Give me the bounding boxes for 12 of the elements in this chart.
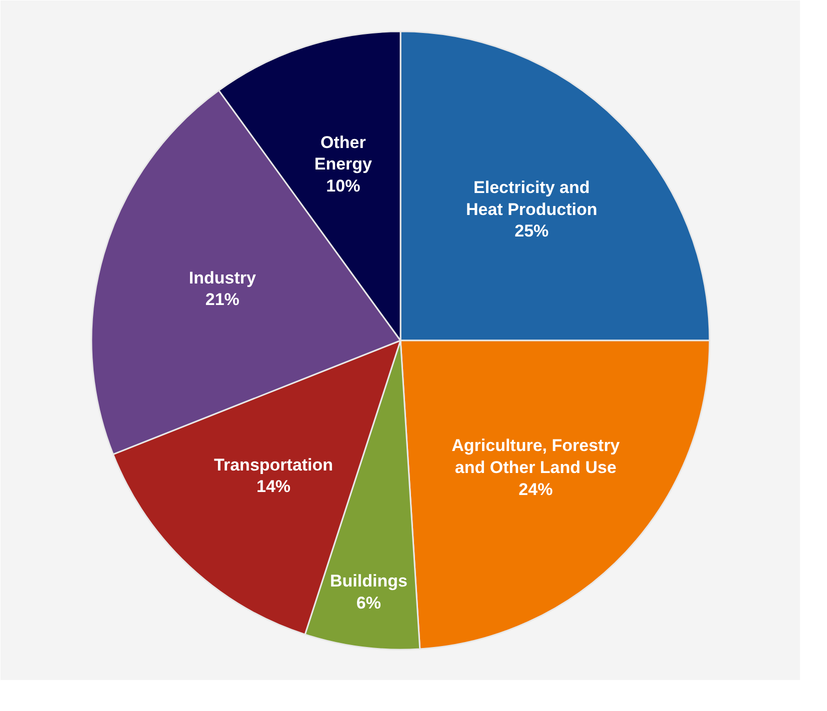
data-label: 24%	[518, 480, 553, 499]
slice-label: Electricity and Heat Production	[466, 178, 598, 219]
data-label: 25%	[514, 222, 549, 241]
slice-label: Buildings	[330, 572, 408, 591]
data-label: 6%	[356, 593, 382, 612]
slice-label: Transportation	[214, 455, 334, 474]
data-label: 10%	[326, 176, 360, 196]
data-label: 14%	[256, 477, 291, 496]
slice-label: Industry	[188, 268, 256, 288]
slice-label: Other Energy	[314, 132, 373, 174]
slice-label: Agriculture, Forestry and Other Land Use	[452, 436, 620, 477]
data-label: 21%	[205, 290, 240, 310]
